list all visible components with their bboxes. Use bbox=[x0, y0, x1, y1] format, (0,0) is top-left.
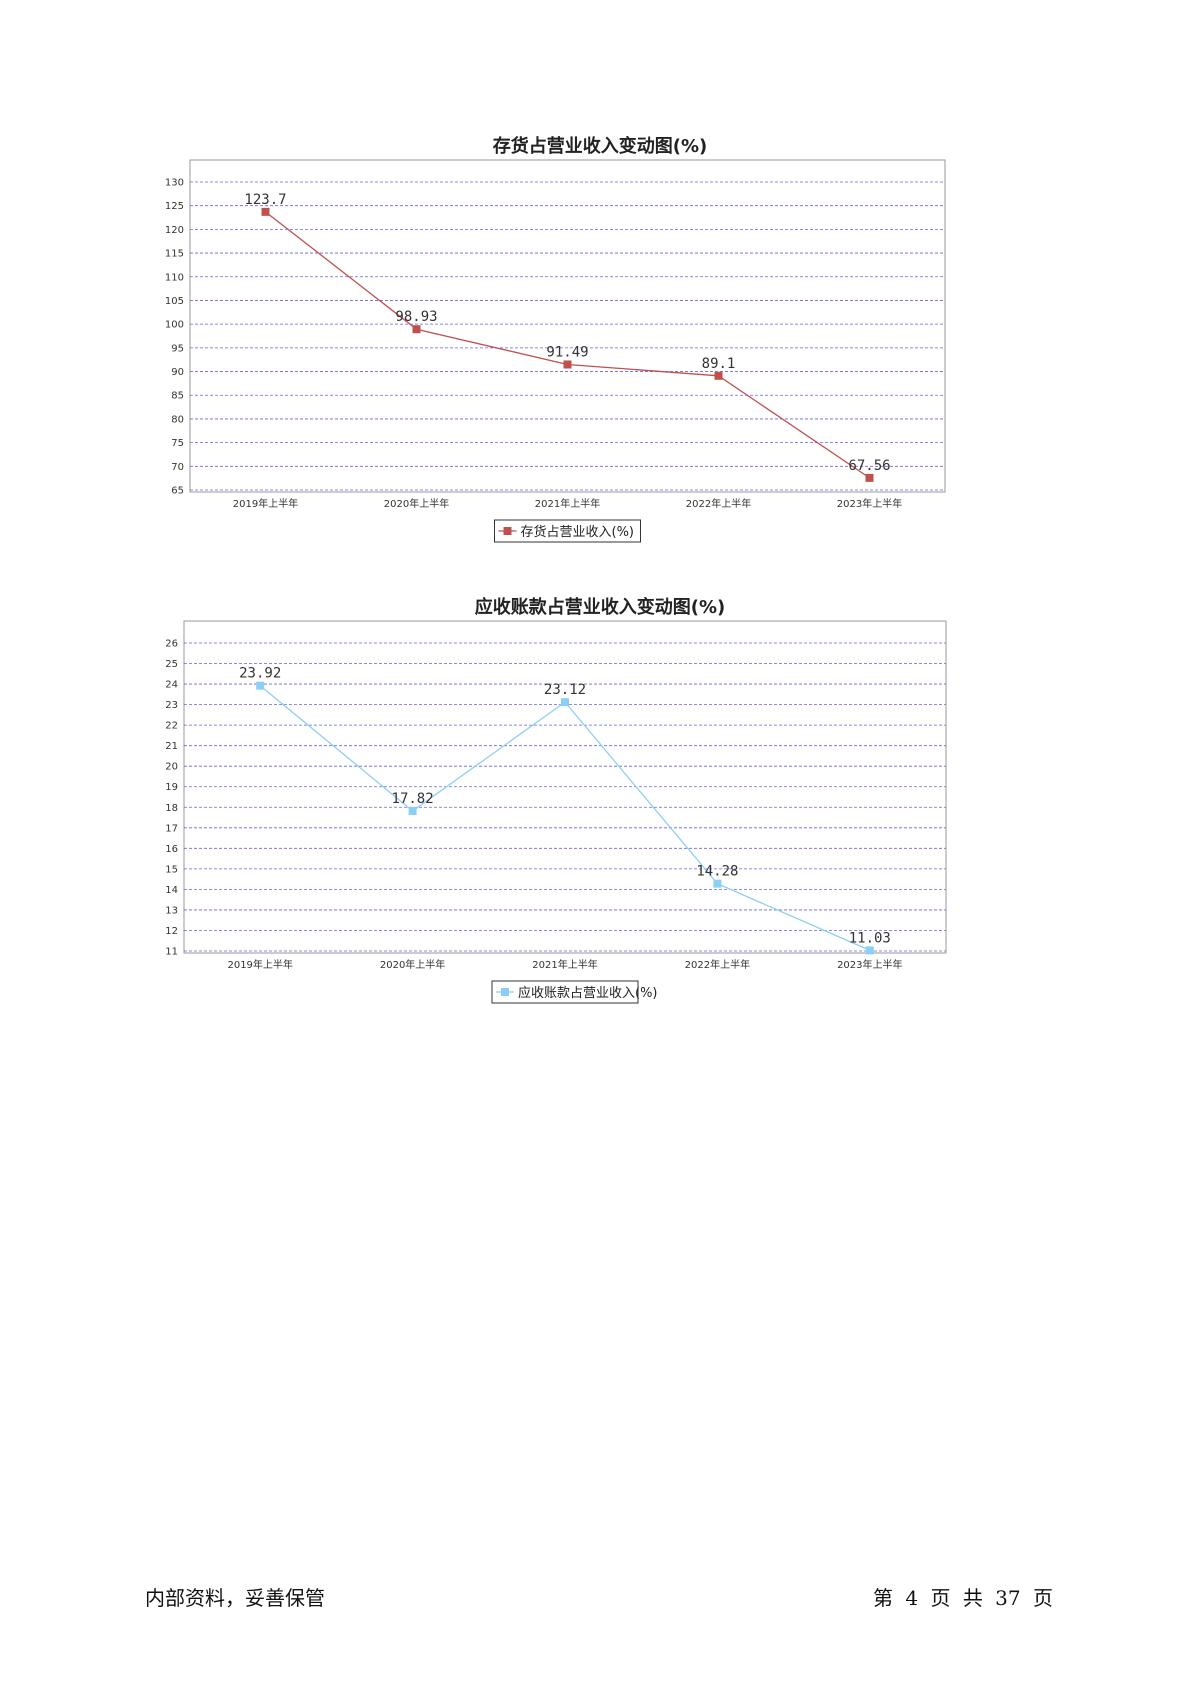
y-tick-label: 65 bbox=[171, 486, 184, 497]
legend-box bbox=[491, 980, 639, 1004]
y-tick-label: 115 bbox=[165, 249, 184, 260]
y-tick-label: 13 bbox=[165, 905, 178, 916]
legend-label: 应收账款占营业收入(%) bbox=[518, 985, 658, 1001]
footer-page-number: 第 4 页 共 37 页 bbox=[873, 1586, 1053, 1610]
y-tick-label: 19 bbox=[165, 782, 178, 793]
data-point bbox=[261, 207, 270, 216]
y-tick-label: 14 bbox=[165, 885, 178, 896]
data-label: 98.93 bbox=[395, 309, 437, 325]
y-tick-label: 23 bbox=[165, 700, 178, 711]
data-label: 14.28 bbox=[696, 864, 738, 880]
footer-confidential-note: 内部资料，妥善保管 bbox=[145, 1586, 325, 1610]
data-point bbox=[865, 473, 874, 482]
data-label: 17.82 bbox=[392, 791, 434, 807]
data-point bbox=[563, 360, 572, 369]
y-tick-label: 25 bbox=[165, 659, 178, 670]
data-point bbox=[713, 879, 722, 888]
y-tick-label: 11 bbox=[165, 947, 178, 958]
y-tick-label: 12 bbox=[165, 926, 178, 937]
y-tick-label: 20 bbox=[165, 762, 178, 773]
y-tick-label: 80 bbox=[171, 414, 184, 425]
x-tick-label: 2020年上半年 bbox=[380, 958, 445, 971]
data-point bbox=[408, 806, 417, 815]
x-tick-label: 2022年上半年 bbox=[685, 958, 750, 971]
y-tick-label: 24 bbox=[165, 680, 178, 691]
x-tick-label: 2021年上半年 bbox=[532, 958, 597, 971]
chart-inventory: 存货占营业收入变动图(%) 65 70 75 80 85 90 95 100 105 110 115… bbox=[160, 132, 1040, 552]
data-point bbox=[412, 325, 421, 334]
legend-marker bbox=[503, 527, 512, 535]
chart-inventory-svg: 65 70 75 80 85 90 95 100 105 110 115 120 125 130 2019年… bbox=[165, 159, 946, 543]
y-tick-label: 15 bbox=[165, 864, 178, 875]
data-point bbox=[256, 681, 265, 690]
data-label: 67.56 bbox=[848, 458, 890, 474]
legend-marker bbox=[501, 988, 509, 996]
chart-title: 应收账款占营业收入变动图(%) bbox=[474, 597, 726, 618]
data-label: 11.03 bbox=[849, 930, 891, 946]
chart-title: 存货占营业收入变动图(%) bbox=[492, 136, 708, 157]
x-tick-label: 2020年上半年 bbox=[384, 497, 449, 510]
y-tick-label: 18 bbox=[165, 803, 178, 814]
data-label: 123.7 bbox=[244, 192, 286, 208]
data-label: 91.49 bbox=[546, 344, 588, 360]
y-tick-label: 21 bbox=[165, 741, 178, 752]
data-label: 23.92 bbox=[239, 666, 281, 682]
legend-box bbox=[494, 519, 641, 543]
y-tick-label: 70 bbox=[171, 462, 184, 473]
y-tick-label: 120 bbox=[165, 225, 184, 236]
y-tick-label: 85 bbox=[171, 391, 184, 402]
y-tick-label: 75 bbox=[171, 438, 184, 449]
data-point bbox=[865, 946, 874, 955]
plot-area bbox=[189, 159, 946, 493]
x-tick-label: 2019年上半年 bbox=[227, 958, 292, 971]
legend-label: 存货占营业收入(%) bbox=[521, 524, 635, 540]
x-tick-label: 2023年上半年 bbox=[837, 497, 902, 510]
chart-receivables-svg: 11 12 13 14 15 16 17 18 19 20 21 22 23 24 25 26 2019年上半年… bbox=[165, 620, 947, 1004]
y-tick-label: 26 bbox=[165, 639, 178, 650]
y-tick-label: 90 bbox=[171, 367, 184, 378]
y-tick-label: 95 bbox=[171, 343, 184, 354]
data-point bbox=[714, 371, 723, 380]
data-point bbox=[561, 698, 569, 707]
x-tick-label: 2023年上半年 bbox=[837, 958, 902, 971]
data-label: 23.12 bbox=[544, 682, 586, 698]
y-tick-label: 110 bbox=[165, 272, 184, 283]
y-tick-label: 100 bbox=[165, 320, 184, 331]
y-tick-label: 105 bbox=[165, 296, 184, 307]
y-tick-label: 125 bbox=[165, 201, 184, 212]
y-tick-label: 16 bbox=[165, 844, 178, 855]
y-tick-label: 22 bbox=[165, 721, 178, 732]
x-tick-label: 2022年上半年 bbox=[686, 497, 751, 510]
chart-receivables: 应收账款占营业收入变动图(%) 11 12 13 14 15 16 17 18 19 20 21 22… bbox=[160, 593, 1040, 1013]
data-label: 89.1 bbox=[702, 356, 736, 372]
x-tick-label: 2021年上半年 bbox=[535, 497, 600, 510]
y-tick-label: 17 bbox=[165, 823, 178, 834]
x-tick-label: 2019年上半年 bbox=[233, 497, 298, 510]
y-tick-label: 130 bbox=[165, 178, 184, 189]
